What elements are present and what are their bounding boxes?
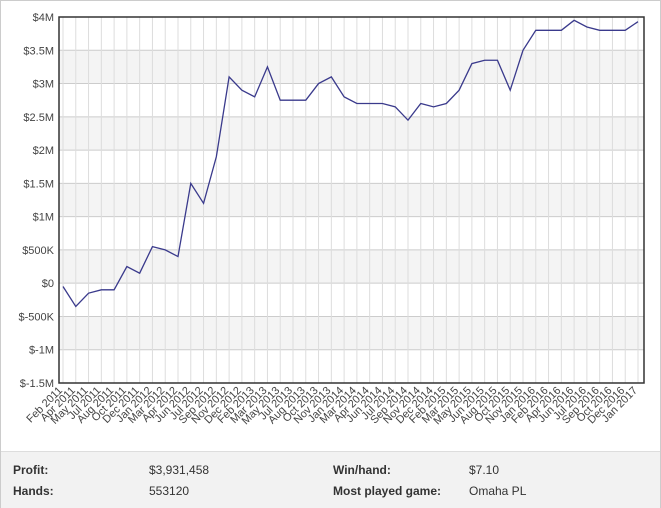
stat-label: Hands: xyxy=(13,484,54,498)
stats-panel: Profit: $3,931,458 Win/hand: $7.10 Hands: 553… xyxy=(1,451,660,508)
stat-value: $7.10 xyxy=(469,463,500,477)
y-tick-label: $1.5M xyxy=(23,178,54,190)
grid-band xyxy=(59,183,644,217)
profit-line xyxy=(62,19,639,308)
grid-band xyxy=(59,316,644,350)
y-tick-label: $1M xyxy=(33,212,54,224)
grid-band xyxy=(59,116,644,151)
y-tick-label: $500K xyxy=(22,245,54,257)
stat-value: Omaha PL xyxy=(469,484,527,498)
y-tick-label: $3M xyxy=(33,79,54,91)
y-tick-label: $-1.5M xyxy=(20,378,54,390)
y-tick-label: $2M xyxy=(33,145,54,157)
stat-label: Win/hand: xyxy=(333,463,391,477)
plot-border xyxy=(58,16,645,384)
stat-value: $3,931,458 xyxy=(149,463,210,477)
y-tick-label: $-1M xyxy=(29,345,54,357)
chart: $-1.5M $-1M $-500K $0 $500K $1M $1.5M $2M $2.5M $… xyxy=(19,12,645,427)
y-tick-label: $0 xyxy=(42,278,54,290)
y-tick-label: $-500K xyxy=(19,311,55,323)
y-tick-label: $3.5M xyxy=(23,45,54,57)
stat-label: Most played game: xyxy=(333,484,442,498)
grid-band xyxy=(59,249,644,284)
stat-label: Profit: xyxy=(13,463,49,477)
stat-value: 553120 xyxy=(149,484,190,498)
y-tick-label: $2.5M xyxy=(23,112,54,124)
grid-band xyxy=(59,50,644,84)
y-tick-label: $4M xyxy=(33,12,54,24)
